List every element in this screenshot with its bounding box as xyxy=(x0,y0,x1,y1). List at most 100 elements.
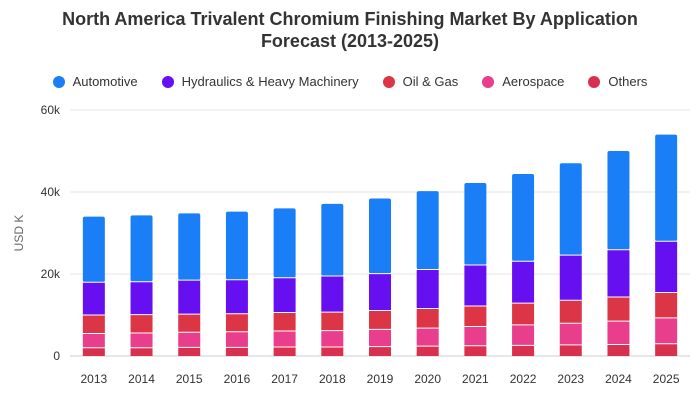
bar-2020-hydraulics-heavy-machinery[interactable] xyxy=(416,269,439,309)
y-axis-label: USD K xyxy=(12,215,26,252)
bar-2019-aerospace[interactable] xyxy=(369,329,391,347)
bar-2016-aerospace[interactable] xyxy=(225,331,248,348)
x-tick-label-2: 2015 xyxy=(176,372,203,386)
legend-item-2[interactable]: Oil & Gas xyxy=(382,74,459,89)
legend-label-4: Others xyxy=(608,74,648,89)
bar-2018-oil-gas[interactable] xyxy=(321,312,344,331)
x-tick-label-6: 2019 xyxy=(367,372,394,386)
bar-2015-others[interactable] xyxy=(178,347,201,356)
legend-item-3[interactable]: Aerospace xyxy=(482,74,564,89)
y-tick-label-1: 20k xyxy=(41,267,61,281)
bar-2014-aerospace[interactable] xyxy=(130,333,153,348)
bar-2021-aerospace[interactable] xyxy=(464,326,487,346)
y-tick-label-2: 40k xyxy=(41,185,61,199)
bar-2015-automotive[interactable] xyxy=(178,213,201,281)
bar-2013-others[interactable] xyxy=(82,347,105,356)
bar-2025-hydraulics-heavy-machinery[interactable] xyxy=(655,241,678,293)
legend: Automotive Hydraulics & Heavy Machinery Oi… xyxy=(0,74,700,89)
bar-2017-oil-gas[interactable] xyxy=(273,312,296,331)
legend-label-2: Oil & Gas xyxy=(402,74,459,89)
bar-2025-automotive[interactable] xyxy=(655,134,678,242)
legend-label-0: Automotive xyxy=(72,74,138,89)
bar-2020-automotive[interactable] xyxy=(416,191,439,270)
legend-label-3: Aerospace xyxy=(502,74,565,89)
legend-label-1: Hydraulics & Heavy Machinery xyxy=(181,74,359,89)
bar-2020-others[interactable] xyxy=(416,346,439,356)
bar-2021-automotive[interactable] xyxy=(464,182,487,265)
bar-2016-automotive[interactable] xyxy=(225,211,248,280)
x-tick-label-1: 2014 xyxy=(128,372,155,386)
bar-2013-aerospace[interactable] xyxy=(82,333,105,348)
bar-2023-oil-gas[interactable] xyxy=(559,300,582,324)
bar-2025-oil-gas[interactable] xyxy=(655,292,678,318)
bar-2017-automotive[interactable] xyxy=(273,208,296,278)
bar-2024-others[interactable] xyxy=(607,344,630,356)
x-tick-label-4: 2017 xyxy=(271,372,298,386)
legend-swatch-0 xyxy=(52,75,65,88)
bar-2023-hydraulics-heavy-machinery[interactable] xyxy=(559,255,582,301)
bar-2015-aerospace[interactable] xyxy=(178,332,201,348)
x-tick-label-7: 2020 xyxy=(414,372,441,386)
bar-2016-oil-gas[interactable] xyxy=(225,313,248,332)
bar-2025-aerospace[interactable] xyxy=(655,317,678,344)
x-tick-label-11: 2024 xyxy=(605,372,632,386)
bar-2021-others[interactable] xyxy=(464,345,487,356)
bar-2017-others[interactable] xyxy=(273,346,296,356)
bar-2022-hydraulics-heavy-machinery[interactable] xyxy=(512,261,535,304)
legend-item-1[interactable]: Hydraulics & Heavy Machinery xyxy=(161,74,359,89)
bar-2023-automotive[interactable] xyxy=(559,163,582,256)
chart-title-line-2: Forecast (2013-2025) xyxy=(260,31,440,51)
bar-2018-hydraulics-heavy-machinery[interactable] xyxy=(321,276,344,313)
bar-2020-oil-gas[interactable] xyxy=(416,308,439,329)
bar-2022-aerospace[interactable] xyxy=(512,324,535,346)
legend-item-4[interactable]: Others xyxy=(588,74,647,89)
bar-2013-hydraulics-heavy-machinery[interactable] xyxy=(82,282,105,315)
bar-2019-oil-gas[interactable] xyxy=(369,310,391,330)
chart-title: North America Trivalent Chromium Finishi… xyxy=(0,8,700,52)
y-tick-label-3: 60k xyxy=(41,103,61,117)
legend-swatch-2 xyxy=(382,75,395,88)
bar-2014-hydraulics-heavy-machinery[interactable] xyxy=(130,281,153,315)
bar-2016-others[interactable] xyxy=(225,347,248,356)
bar-2015-hydraulics-heavy-machinery[interactable] xyxy=(178,280,201,315)
legend-swatch-4 xyxy=(588,75,601,88)
x-tick-label-5: 2018 xyxy=(319,372,346,386)
legend-item-0[interactable]: Automotive xyxy=(52,74,138,89)
bar-2024-aerospace[interactable] xyxy=(607,321,630,345)
bar-2022-others[interactable] xyxy=(512,345,535,356)
bar-2019-hydraulics-heavy-machinery[interactable] xyxy=(369,273,391,311)
x-tick-label-3: 2016 xyxy=(224,372,251,386)
bar-2019-others[interactable] xyxy=(369,346,391,356)
bar-2013-oil-gas[interactable] xyxy=(82,315,105,334)
bar-2022-automotive[interactable] xyxy=(512,173,535,262)
bar-2014-automotive[interactable] xyxy=(130,215,153,282)
bar-2021-oil-gas[interactable] xyxy=(464,305,487,327)
bar-2014-oil-gas[interactable] xyxy=(130,314,153,334)
y-tick-label-0: 0 xyxy=(53,349,60,363)
bar-2015-oil-gas[interactable] xyxy=(178,314,201,333)
bar-2023-aerospace[interactable] xyxy=(559,323,582,345)
legend-swatch-3 xyxy=(482,75,495,88)
bar-2014-others[interactable] xyxy=(130,347,153,356)
bar-2017-hydraulics-heavy-machinery[interactable] xyxy=(273,277,296,313)
bar-2018-aerospace[interactable] xyxy=(321,330,344,347)
bar-2016-hydraulics-heavy-machinery[interactable] xyxy=(225,279,248,314)
x-tick-label-10: 2023 xyxy=(557,372,584,386)
bar-2023-others[interactable] xyxy=(559,344,582,356)
bar-2024-hydraulics-heavy-machinery[interactable] xyxy=(607,249,630,297)
bar-2019-automotive[interactable] xyxy=(369,198,391,274)
x-tick-label-9: 2022 xyxy=(510,372,537,386)
bar-2013-automotive[interactable] xyxy=(82,216,105,283)
bar-2024-oil-gas[interactable] xyxy=(607,296,630,322)
bar-2020-aerospace[interactable] xyxy=(416,328,439,347)
bar-2022-oil-gas[interactable] xyxy=(512,303,535,325)
bar-2025-others[interactable] xyxy=(655,343,678,356)
x-tick-label-12: 2025 xyxy=(653,372,680,386)
bar-2021-hydraulics-heavy-machinery[interactable] xyxy=(464,264,487,306)
bar-2018-automotive[interactable] xyxy=(321,203,344,277)
bar-2017-aerospace[interactable] xyxy=(273,330,296,347)
bar-2024-automotive[interactable] xyxy=(607,151,630,250)
bar-2018-others[interactable] xyxy=(321,346,344,356)
